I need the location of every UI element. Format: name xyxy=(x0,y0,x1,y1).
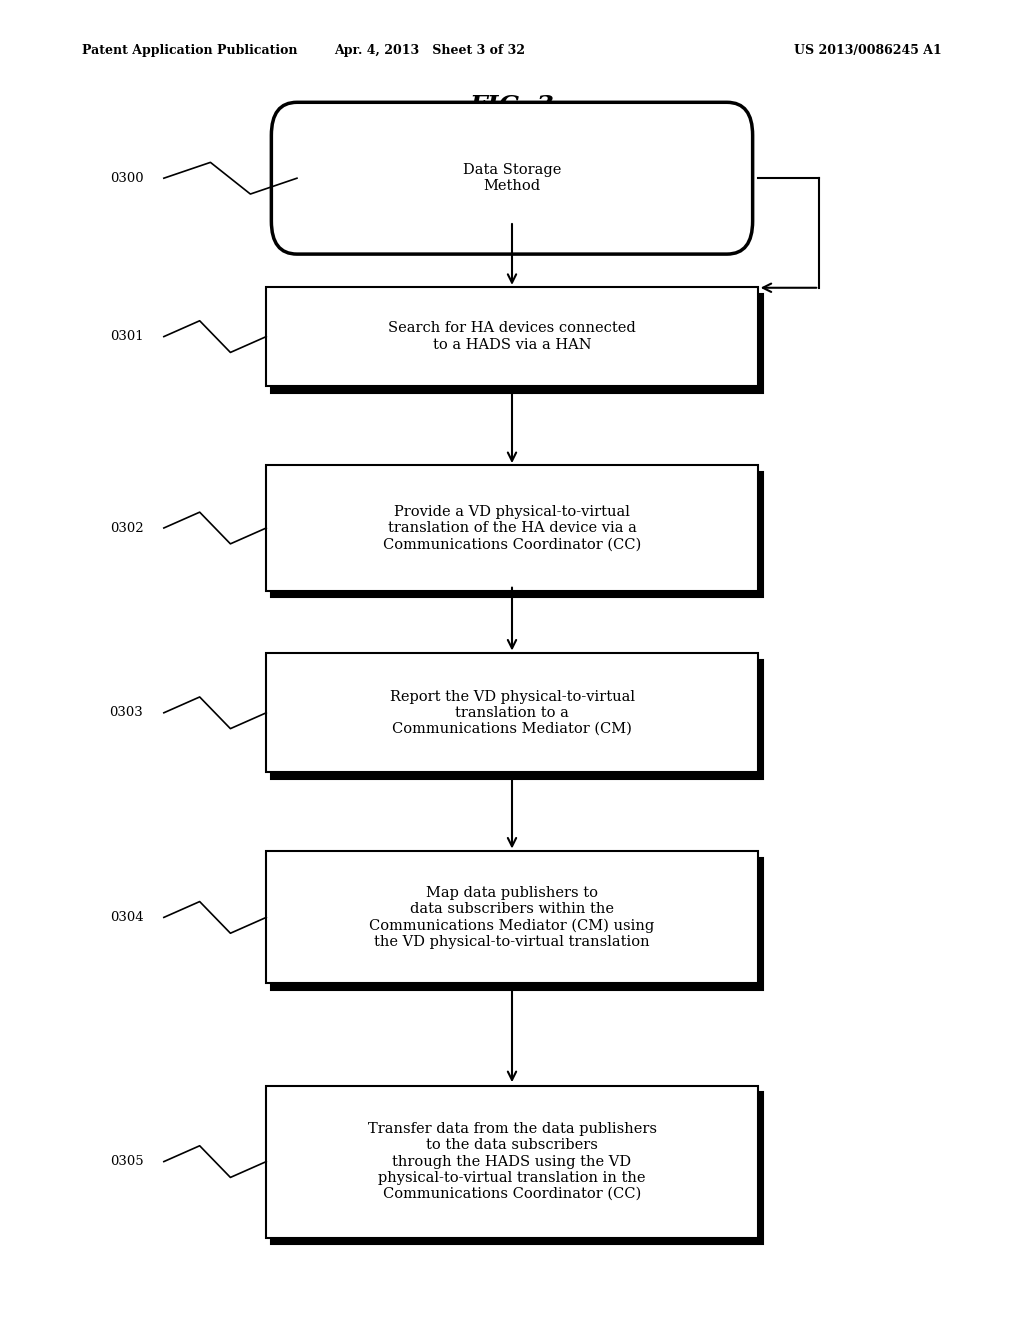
FancyBboxPatch shape xyxy=(271,660,763,779)
Text: Map data publishers to
data subscribers within the
Communications Mediator (CM) : Map data publishers to data subscribers … xyxy=(370,886,654,949)
Text: Patent Application Publication: Patent Application Publication xyxy=(82,44,297,57)
Text: Search for HA devices connected
to a HADS via a HAN: Search for HA devices connected to a HAD… xyxy=(388,322,636,351)
Text: 0302: 0302 xyxy=(110,521,143,535)
Text: Report the VD physical-to-virtual
translation to a
Communications Mediator (CM): Report the VD physical-to-virtual transl… xyxy=(389,689,635,737)
FancyBboxPatch shape xyxy=(266,851,758,983)
FancyBboxPatch shape xyxy=(266,288,758,385)
Text: 0301: 0301 xyxy=(110,330,143,343)
FancyBboxPatch shape xyxy=(271,1093,763,1243)
FancyBboxPatch shape xyxy=(271,473,763,597)
Text: US 2013/0086245 A1: US 2013/0086245 A1 xyxy=(795,44,942,57)
Text: Transfer data from the data publishers
to the data subscribers
through the HADS : Transfer data from the data publishers t… xyxy=(368,1122,656,1201)
Text: 0305: 0305 xyxy=(110,1155,143,1168)
Text: 0304: 0304 xyxy=(110,911,143,924)
FancyBboxPatch shape xyxy=(271,103,753,253)
Text: Data Storage
Method: Data Storage Method xyxy=(463,164,561,193)
Text: 0300: 0300 xyxy=(110,172,143,185)
Text: Provide a VD physical-to-virtual
translation of the HA device via a
Communicatio: Provide a VD physical-to-virtual transla… xyxy=(383,504,641,552)
Text: Apr. 4, 2013   Sheet 3 of 32: Apr. 4, 2013 Sheet 3 of 32 xyxy=(335,44,525,57)
FancyBboxPatch shape xyxy=(271,858,763,990)
Text: 0303: 0303 xyxy=(110,706,143,719)
FancyBboxPatch shape xyxy=(266,1085,758,1238)
FancyBboxPatch shape xyxy=(271,294,763,393)
FancyBboxPatch shape xyxy=(266,653,758,772)
Text: FIG. 3: FIG. 3 xyxy=(470,94,554,117)
FancyBboxPatch shape xyxy=(266,466,758,591)
